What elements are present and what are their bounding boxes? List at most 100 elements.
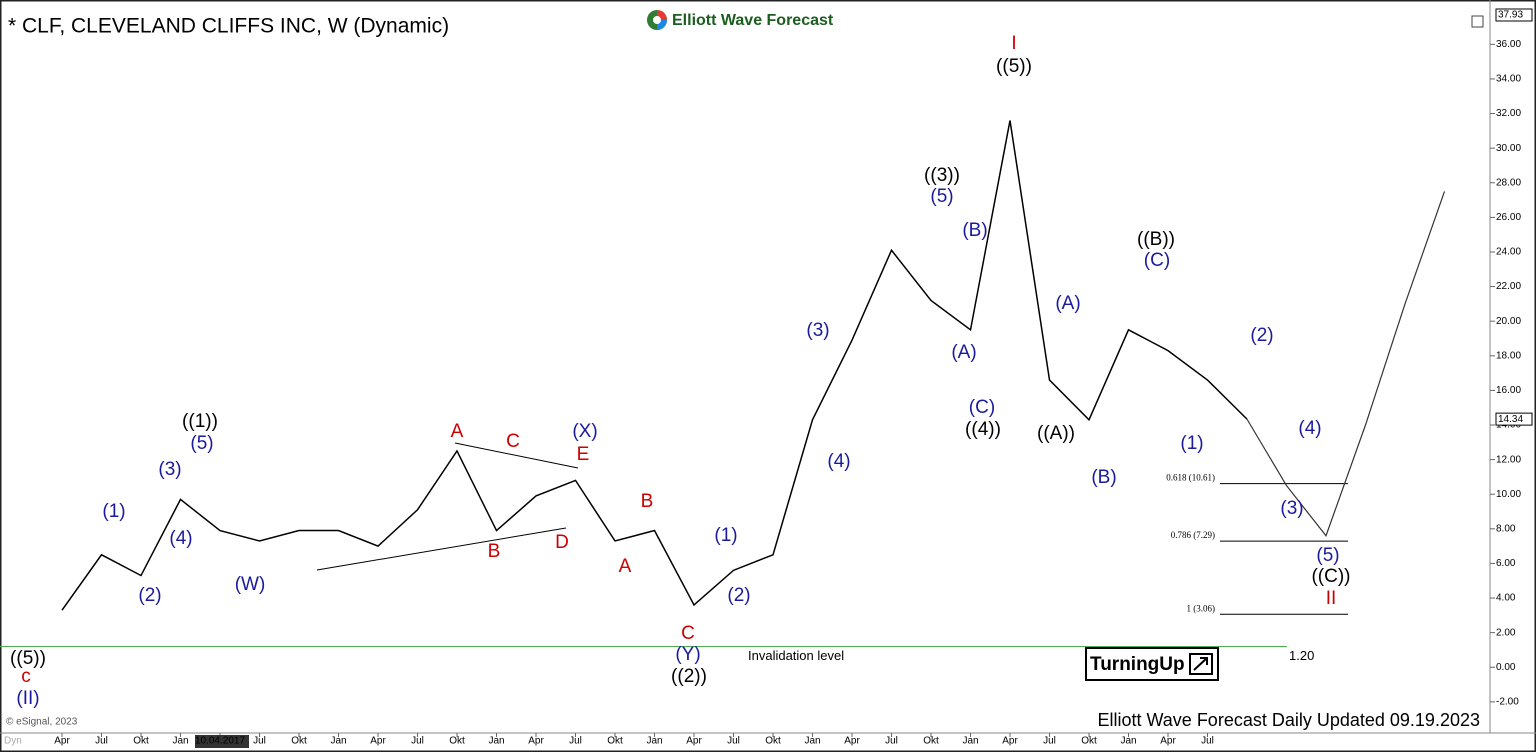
wave-label: (Y) bbox=[675, 644, 700, 665]
x-tick-label: Jan bbox=[804, 736, 820, 747]
price-marker-box bbox=[1495, 8, 1533, 22]
x-tick-label: Okt bbox=[449, 736, 465, 747]
wave-label: ((5)) bbox=[10, 648, 46, 669]
fib-label: 1 (3.06) bbox=[1187, 603, 1216, 613]
brand-logo: Elliott Wave Forecast bbox=[647, 10, 834, 30]
y-tick-label: 24.00 bbox=[1496, 247, 1521, 258]
wave-label: ((1)) bbox=[182, 411, 218, 432]
corner-label: Dyn bbox=[4, 736, 22, 747]
footer: Elliott Wave Forecast Daily Updated 09.1… bbox=[1097, 710, 1480, 730]
badge-text: TurningUp bbox=[1090, 654, 1185, 675]
y-tick-label: 32.00 bbox=[1496, 108, 1521, 119]
projection-line bbox=[1246, 191, 1446, 537]
fib-label: 0.618 (10.61) bbox=[1166, 473, 1215, 483]
y-tick-label: 2.00 bbox=[1496, 627, 1516, 638]
brand-name: Elliott Wave Forecast bbox=[672, 12, 834, 29]
chart-title: * CLF, CLEVELAND CLIFFS INC, W (Dynamic) bbox=[8, 15, 449, 38]
wave-label: A bbox=[619, 556, 632, 577]
wave-label: C bbox=[506, 431, 520, 452]
wave-label: (B) bbox=[1091, 467, 1116, 488]
invalidation-value: 1.20 bbox=[1289, 648, 1314, 663]
x-tick-label: Okt bbox=[133, 736, 149, 747]
wave-label: II bbox=[1326, 588, 1337, 609]
wave-label: B bbox=[641, 491, 654, 512]
x-tick-label: Apr bbox=[370, 736, 386, 747]
x-tick-label: Jul bbox=[569, 736, 582, 747]
y-tick-label: 26.00 bbox=[1496, 212, 1521, 223]
wave-label: (A) bbox=[1055, 293, 1080, 314]
wave-label: I bbox=[1011, 33, 1016, 54]
x-tick-label: Jan bbox=[330, 736, 346, 747]
price-marker-label: 37.93 bbox=[1498, 10, 1523, 21]
x-tick-label: Okt bbox=[607, 736, 623, 747]
badge: TurningUp bbox=[1085, 647, 1219, 681]
wave-label: (2) bbox=[727, 585, 750, 606]
wave-label: ((C)) bbox=[1311, 566, 1350, 587]
wave-label: D bbox=[555, 532, 569, 553]
y-tick-label: 6.00 bbox=[1496, 558, 1516, 569]
fib-label: 0.786 (7.29) bbox=[1171, 530, 1215, 540]
x-tick-label: Apr bbox=[528, 736, 544, 747]
wave-label: (1) bbox=[102, 501, 125, 522]
wave-label: (II) bbox=[16, 688, 39, 709]
wave-label: ((B)) bbox=[1137, 229, 1175, 250]
wave-label: (W) bbox=[235, 574, 266, 595]
wave-label: ((4)) bbox=[965, 419, 1001, 440]
y-tick-label: 18.00 bbox=[1496, 350, 1521, 361]
wave-label: (X) bbox=[572, 421, 597, 442]
x-tick-label: Jul bbox=[253, 736, 266, 747]
wave-label: (4) bbox=[827, 451, 850, 472]
wave-label: (C) bbox=[1144, 250, 1170, 271]
x-tick-label: Jul bbox=[885, 736, 898, 747]
x-tick-label: Jul bbox=[411, 736, 424, 747]
triangle-line bbox=[316, 527, 567, 571]
x-tick-label: Jan bbox=[962, 736, 978, 747]
x-tick-label: Jul bbox=[1201, 736, 1214, 747]
x-tick-label: Jan bbox=[646, 736, 662, 747]
x-tick-label: Okt bbox=[765, 736, 781, 747]
x-tick-label: Apr bbox=[1002, 736, 1018, 747]
y-tick-label: 4.00 bbox=[1496, 593, 1516, 604]
wave-label: (4) bbox=[1298, 418, 1321, 439]
wave-label: ((5)) bbox=[996, 56, 1032, 77]
x-tick-label: Apr bbox=[1160, 736, 1176, 747]
y-tick-label: 30.00 bbox=[1496, 143, 1521, 154]
wave-label: A bbox=[451, 421, 464, 442]
x-tick-label: Okt bbox=[923, 736, 939, 747]
x-tick-label: Jul bbox=[95, 736, 108, 747]
wave-label: (2) bbox=[138, 585, 161, 606]
triangle-line bbox=[454, 442, 579, 469]
price-marker-box bbox=[1495, 412, 1533, 426]
y-tick-label: 16.00 bbox=[1496, 385, 1521, 396]
x-tick-label: 10.04.2017 bbox=[195, 736, 245, 747]
wave-label: E bbox=[577, 444, 590, 465]
y-tick-label: 36.00 bbox=[1496, 39, 1521, 50]
x-tick-label: Jul bbox=[727, 736, 740, 747]
wave-label: (3) bbox=[1280, 498, 1303, 519]
y-tick-label: -2.00 bbox=[1496, 696, 1519, 707]
x-tick-label: Jan bbox=[172, 736, 188, 747]
wave-label: (5) bbox=[190, 433, 213, 454]
x-tick-label: Jan bbox=[488, 736, 504, 747]
invalidation-label: Invalidation level bbox=[748, 648, 844, 663]
wave-label: ((A)) bbox=[1037, 423, 1075, 444]
price-marker-label: 14.34 bbox=[1498, 414, 1523, 425]
y-tick-label: 28.00 bbox=[1496, 177, 1521, 188]
wave-label: (4) bbox=[169, 528, 192, 549]
y-tick-label: 34.00 bbox=[1496, 74, 1521, 85]
wave-label: c bbox=[21, 666, 31, 687]
x-tick-label: Okt bbox=[291, 736, 307, 747]
wave-label: (1) bbox=[1180, 433, 1203, 454]
price-line bbox=[61, 120, 1248, 611]
x-tick-label: Apr bbox=[686, 736, 702, 747]
wave-label: (2) bbox=[1250, 325, 1273, 346]
x-tick-label: Okt bbox=[1081, 736, 1097, 747]
wave-label: (C) bbox=[969, 397, 995, 418]
wave-label: (5) bbox=[1316, 545, 1339, 566]
window-icon[interactable] bbox=[1471, 15, 1484, 28]
wave-label: B bbox=[488, 541, 501, 562]
wave-label: (5) bbox=[930, 186, 953, 207]
wave-label: ((2)) bbox=[671, 666, 707, 687]
